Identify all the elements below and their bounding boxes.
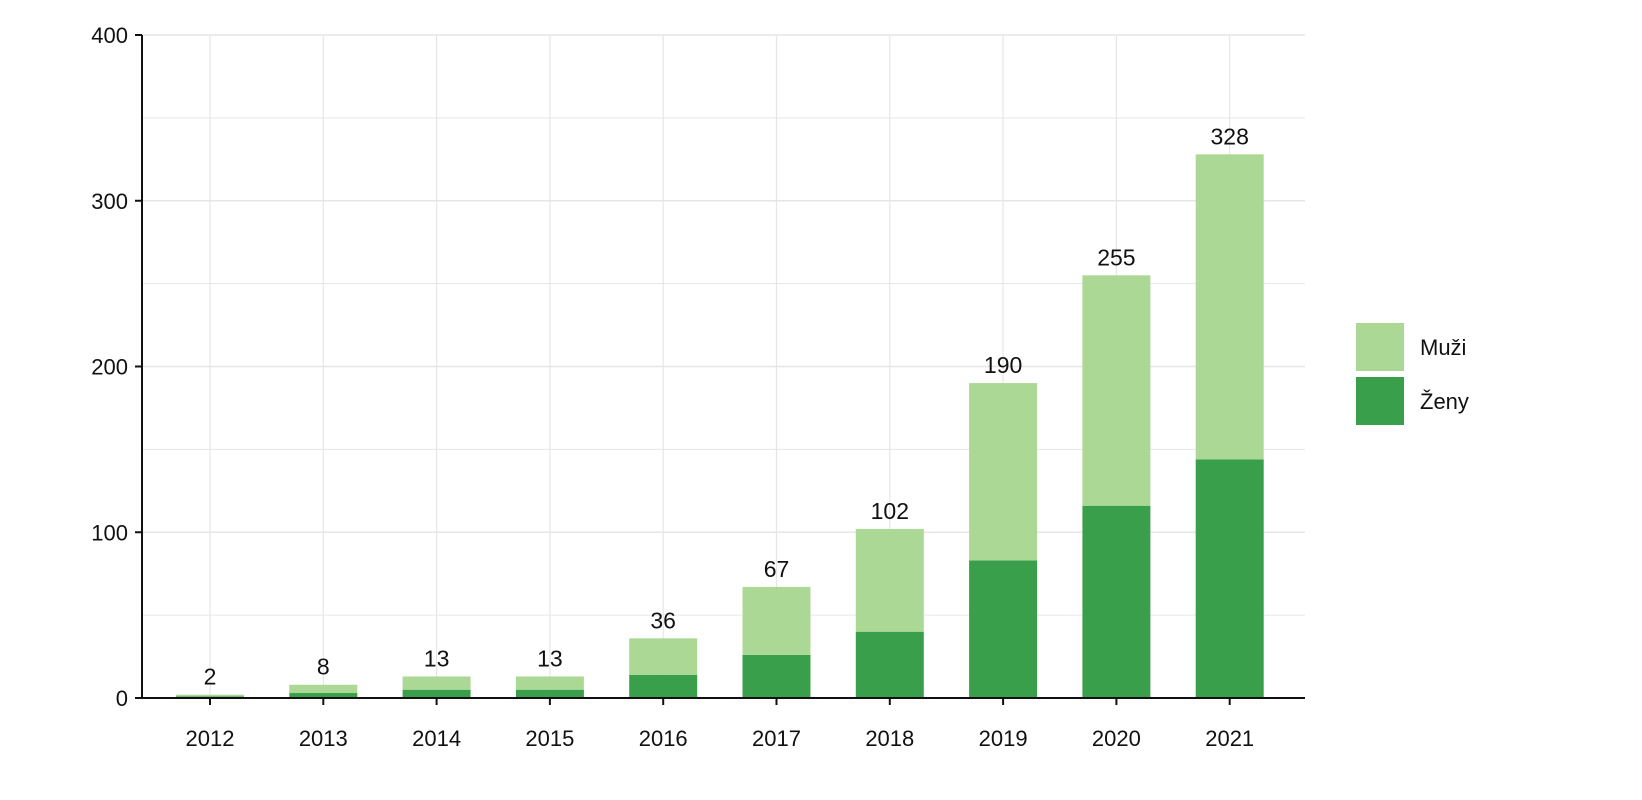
legend-label-muži: Muži xyxy=(1420,335,1466,360)
bar-ženy-2018 xyxy=(855,631,924,698)
x-tick-label: 2015 xyxy=(525,726,574,751)
labels: 0 100 200 300 400 2012 2013 2014 2015 2016 2017 201… xyxy=(91,23,1254,751)
bar-ženy-2013 xyxy=(289,693,358,698)
bar-muži-2016 xyxy=(629,638,698,675)
x-tick-label: 2018 xyxy=(865,726,914,751)
y-tick-label: 400 xyxy=(91,23,128,48)
legend-swatch-ženy xyxy=(1356,377,1404,425)
x-tick-label: 2019 xyxy=(979,726,1028,751)
bar-ženy-2015 xyxy=(515,689,584,698)
x-tick-label: 2012 xyxy=(186,726,235,751)
bar-ženy-2017 xyxy=(742,654,811,698)
y-tick-label: 200 xyxy=(91,355,128,380)
legend-swatch-muži xyxy=(1356,323,1404,371)
axes xyxy=(135,34,1305,705)
total-label-2013: 8 xyxy=(317,654,330,680)
total-label-2021: 328 xyxy=(1211,123,1249,149)
bar-muži-2017 xyxy=(742,586,811,655)
bar-muži-2014 xyxy=(402,676,471,690)
y-tick-label: 0 xyxy=(116,686,128,711)
legend: Muži Ženy xyxy=(1356,323,1469,425)
bar-ženy-2021 xyxy=(1195,459,1264,698)
x-tick-label: 2017 xyxy=(752,726,801,751)
bar-ženy-2020 xyxy=(1082,505,1151,698)
bar-ženy-2014 xyxy=(402,689,471,698)
y-tick-label: 100 xyxy=(91,520,128,545)
total-label-2020: 255 xyxy=(1097,244,1135,270)
x-tick-label: 2021 xyxy=(1205,726,1254,751)
bar-muži-2012 xyxy=(176,694,244,697)
x-tick-label: 2013 xyxy=(299,726,348,751)
total-label-2019: 190 xyxy=(984,352,1022,378)
x-tick-label: 2016 xyxy=(639,726,688,751)
total-label-2016: 36 xyxy=(650,607,676,633)
legend-label-ženy: Ženy xyxy=(1420,389,1469,414)
total-label-2015: 13 xyxy=(537,645,563,671)
total-label-2014: 13 xyxy=(424,645,450,671)
x-tick-label: 2014 xyxy=(412,726,461,751)
bar-ženy-2019 xyxy=(969,560,1038,698)
y-tick-label: 300 xyxy=(91,189,128,214)
bar-ženy-2016 xyxy=(629,674,698,698)
bar-muži-2018 xyxy=(855,528,924,632)
bar-muži-2019 xyxy=(969,383,1038,561)
total-label-2018: 102 xyxy=(871,498,909,524)
x-tick-label: 2020 xyxy=(1092,726,1141,751)
bar-muži-2021 xyxy=(1195,154,1264,460)
bars xyxy=(176,154,1264,698)
bar-muži-2013 xyxy=(289,684,358,694)
bar-muži-2015 xyxy=(515,676,584,690)
total-label-2017: 67 xyxy=(764,556,790,582)
bar-muži-2020 xyxy=(1082,275,1151,506)
total-label-2012: 2 xyxy=(204,664,217,690)
